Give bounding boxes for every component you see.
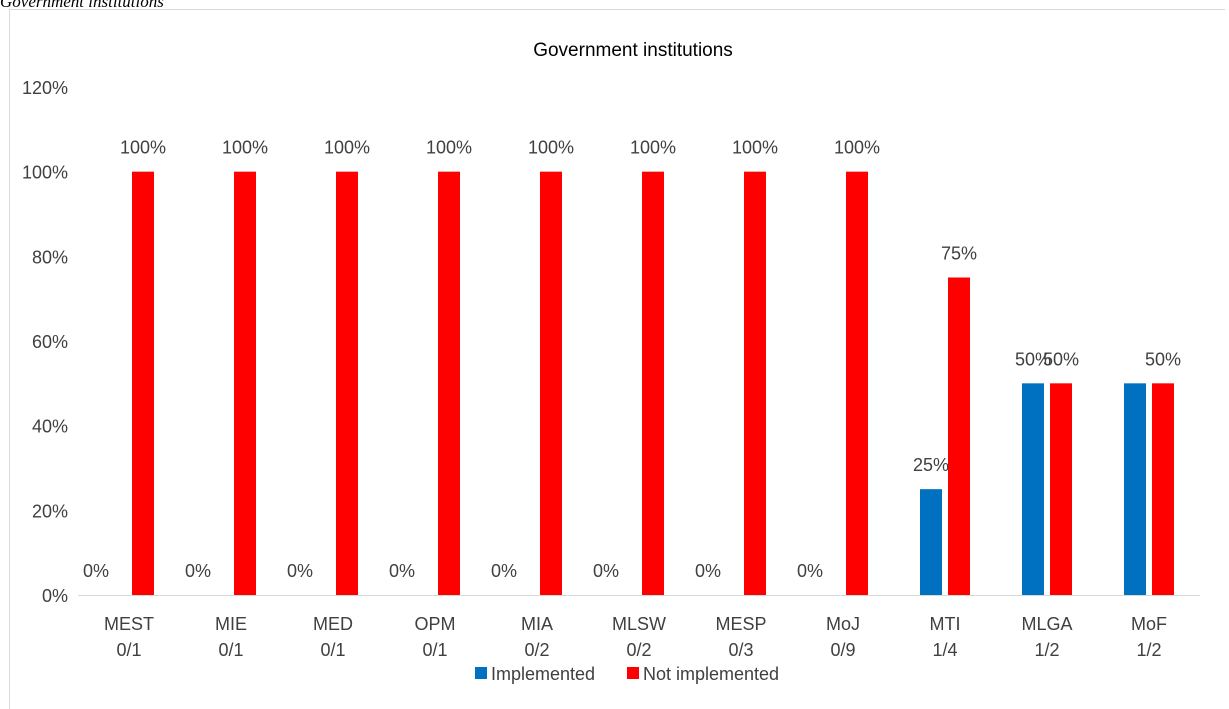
bar-not-implemented — [540, 171, 562, 595]
x-tick-sublabel: 0/2 — [524, 640, 549, 660]
y-tick-label: 120% — [22, 78, 68, 98]
bar-not-implemented — [642, 171, 664, 595]
x-tick-label: MED — [313, 614, 353, 634]
y-tick-label: 0% — [42, 586, 68, 606]
bar-not-implemented — [1050, 383, 1072, 595]
data-label: 75% — [941, 244, 977, 264]
x-tick-label: MTI — [930, 614, 961, 634]
y-axis: 0% 20% 40% 60% 80% 100% 120% — [22, 78, 68, 606]
x-tick-label: MIA — [521, 614, 553, 634]
data-label: 100% — [732, 138, 778, 158]
bar-not-implemented — [438, 171, 460, 595]
y-tick-label: 40% — [32, 417, 68, 437]
x-tick-sublabel: 0/2 — [626, 640, 651, 660]
data-label: 100% — [120, 138, 166, 158]
x-tick-sublabel: 1/4 — [932, 640, 957, 660]
legend: Implemented Not implemented — [475, 664, 779, 684]
bar-implemented — [920, 489, 942, 595]
data-label: 100% — [222, 138, 268, 158]
bar-implemented — [1022, 383, 1044, 595]
x-tick-label: MESP — [715, 614, 766, 634]
x-tick-label: OPM — [414, 614, 455, 634]
chart-title: Government institutions — [533, 40, 733, 61]
data-label: 50% — [1043, 349, 1079, 369]
legend-label: Implemented — [491, 664, 595, 684]
x-tick-sublabel: 0/1 — [116, 640, 141, 660]
bar-not-implemented — [132, 171, 154, 595]
bar-not-implemented — [948, 277, 970, 595]
bar-not-implemented — [846, 171, 868, 595]
x-tick-label: MoJ — [826, 614, 860, 634]
data-label: 0% — [593, 561, 619, 581]
bar-not-implemented — [1152, 383, 1174, 595]
data-label: 0% — [695, 561, 721, 581]
chart-frame — [9, 9, 1225, 709]
legend-swatch — [627, 667, 639, 679]
data-label: 100% — [426, 138, 472, 158]
data-label: 100% — [834, 138, 880, 158]
data-label: 0% — [491, 561, 517, 581]
data-label: 0% — [287, 561, 313, 581]
data-label: 100% — [630, 138, 676, 158]
bars — [132, 171, 1174, 595]
x-tick-label: MEST — [104, 614, 154, 634]
x-tick-sublabel: 0/1 — [320, 640, 345, 660]
y-tick-label: 80% — [32, 247, 68, 267]
x-tick-sublabel: 0/1 — [422, 640, 447, 660]
x-tick-sublabel: 1/2 — [1034, 640, 1059, 660]
figure-caption: Government institutions — [0, 0, 164, 11]
x-tick-sublabel: 0/9 — [830, 640, 855, 660]
x-tick-sublabel: 1/2 — [1136, 640, 1161, 660]
data-label: 100% — [324, 138, 370, 158]
bar-not-implemented — [744, 171, 766, 595]
x-tick-label: MLSW — [612, 614, 666, 634]
bar-not-implemented — [234, 171, 256, 595]
data-labels: 0% 100% 0% 100% 0% 100% 0% 100% 0% 100% 0% 100% 0% 10… — [83, 138, 1181, 581]
x-tick-label: MoF — [1131, 614, 1167, 634]
bar-implemented — [1124, 383, 1146, 595]
data-label: 100% — [528, 138, 574, 158]
x-tick-sublabel: 0/1 — [218, 640, 243, 660]
y-tick-label: 100% — [22, 163, 68, 183]
data-label: 50% — [1015, 349, 1051, 369]
y-tick-label: 20% — [32, 501, 68, 521]
data-label: 0% — [185, 561, 211, 581]
bar-not-implemented — [336, 171, 358, 595]
x-tick-label: MLGA — [1021, 614, 1072, 634]
y-tick-label: 60% — [32, 332, 68, 352]
x-axis: MEST 0/1 MIE 0/1 MED 0/1 OPM 0/1 MIA 0/2 MLSW 0/2 ME… — [78, 595, 1200, 660]
data-label: 25% — [913, 455, 949, 475]
legend-label: Not implemented — [643, 664, 779, 684]
x-tick-label: MIE — [215, 614, 247, 634]
data-label: 50% — [1145, 349, 1181, 369]
legend-swatch — [475, 667, 487, 679]
data-label: 0% — [389, 561, 415, 581]
data-label: 0% — [797, 561, 823, 581]
data-label: 0% — [83, 561, 109, 581]
x-tick-sublabel: 0/3 — [728, 640, 753, 660]
